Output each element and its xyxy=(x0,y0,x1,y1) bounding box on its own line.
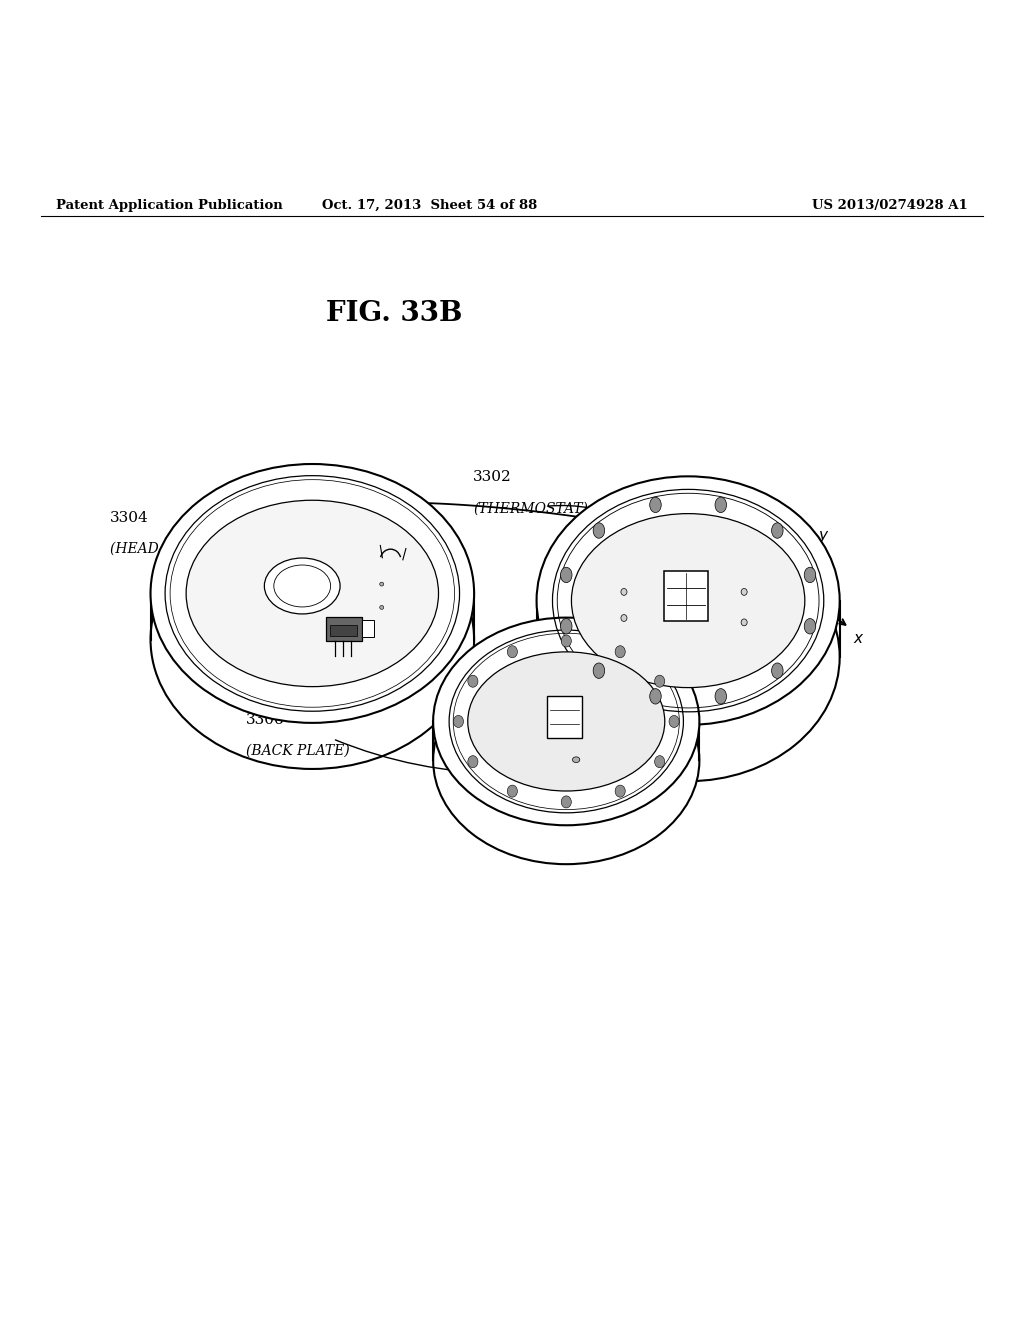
Text: y: y xyxy=(818,528,827,544)
Ellipse shape xyxy=(593,523,605,539)
Ellipse shape xyxy=(433,656,699,865)
Ellipse shape xyxy=(433,618,699,825)
Ellipse shape xyxy=(468,652,665,791)
Text: (THERMOSTAT): (THERMOSTAT) xyxy=(473,502,588,515)
Ellipse shape xyxy=(654,676,665,688)
Ellipse shape xyxy=(715,689,727,704)
Text: FIG. 33B: FIG. 33B xyxy=(326,301,463,327)
Ellipse shape xyxy=(771,523,783,539)
Ellipse shape xyxy=(561,635,571,647)
Ellipse shape xyxy=(572,756,580,763)
Ellipse shape xyxy=(561,796,571,808)
FancyBboxPatch shape xyxy=(331,624,357,636)
Ellipse shape xyxy=(507,785,517,797)
Ellipse shape xyxy=(537,533,840,781)
Ellipse shape xyxy=(741,589,748,595)
FancyBboxPatch shape xyxy=(361,620,374,638)
Ellipse shape xyxy=(649,498,662,512)
Ellipse shape xyxy=(804,568,816,582)
Ellipse shape xyxy=(649,689,662,704)
Text: 3306: 3306 xyxy=(246,713,285,726)
Text: x: x xyxy=(853,631,862,647)
Ellipse shape xyxy=(468,755,478,768)
FancyBboxPatch shape xyxy=(664,572,708,622)
Ellipse shape xyxy=(715,498,727,512)
Ellipse shape xyxy=(151,465,474,723)
Ellipse shape xyxy=(621,589,627,595)
Ellipse shape xyxy=(771,663,783,678)
Ellipse shape xyxy=(507,645,517,657)
Ellipse shape xyxy=(654,755,665,768)
Ellipse shape xyxy=(804,619,816,634)
Text: Oct. 17, 2013  Sheet 54 of 88: Oct. 17, 2013 Sheet 54 of 88 xyxy=(323,199,538,211)
FancyBboxPatch shape xyxy=(547,697,582,738)
Text: 3302: 3302 xyxy=(473,470,512,484)
Ellipse shape xyxy=(537,477,840,725)
Ellipse shape xyxy=(669,715,679,727)
Ellipse shape xyxy=(454,715,464,727)
Text: (HEAD UNIT): (HEAD UNIT) xyxy=(110,541,207,556)
Ellipse shape xyxy=(571,513,805,688)
FancyBboxPatch shape xyxy=(327,618,361,640)
Ellipse shape xyxy=(615,645,626,657)
Ellipse shape xyxy=(380,606,384,610)
Text: z: z xyxy=(761,553,769,568)
Ellipse shape xyxy=(151,510,474,770)
Ellipse shape xyxy=(264,558,340,614)
Ellipse shape xyxy=(593,663,605,678)
Ellipse shape xyxy=(741,619,748,626)
Text: Patent Application Publication: Patent Application Publication xyxy=(56,199,283,211)
Text: (BACK PLATE): (BACK PLATE) xyxy=(246,744,349,758)
Ellipse shape xyxy=(621,615,627,622)
Ellipse shape xyxy=(560,568,572,582)
Text: US 2013/0274928 A1: US 2013/0274928 A1 xyxy=(812,199,968,211)
Ellipse shape xyxy=(468,676,478,688)
Ellipse shape xyxy=(380,582,384,586)
Ellipse shape xyxy=(560,619,572,634)
Text: 3304: 3304 xyxy=(110,511,148,525)
Ellipse shape xyxy=(186,500,438,686)
Ellipse shape xyxy=(615,785,626,797)
